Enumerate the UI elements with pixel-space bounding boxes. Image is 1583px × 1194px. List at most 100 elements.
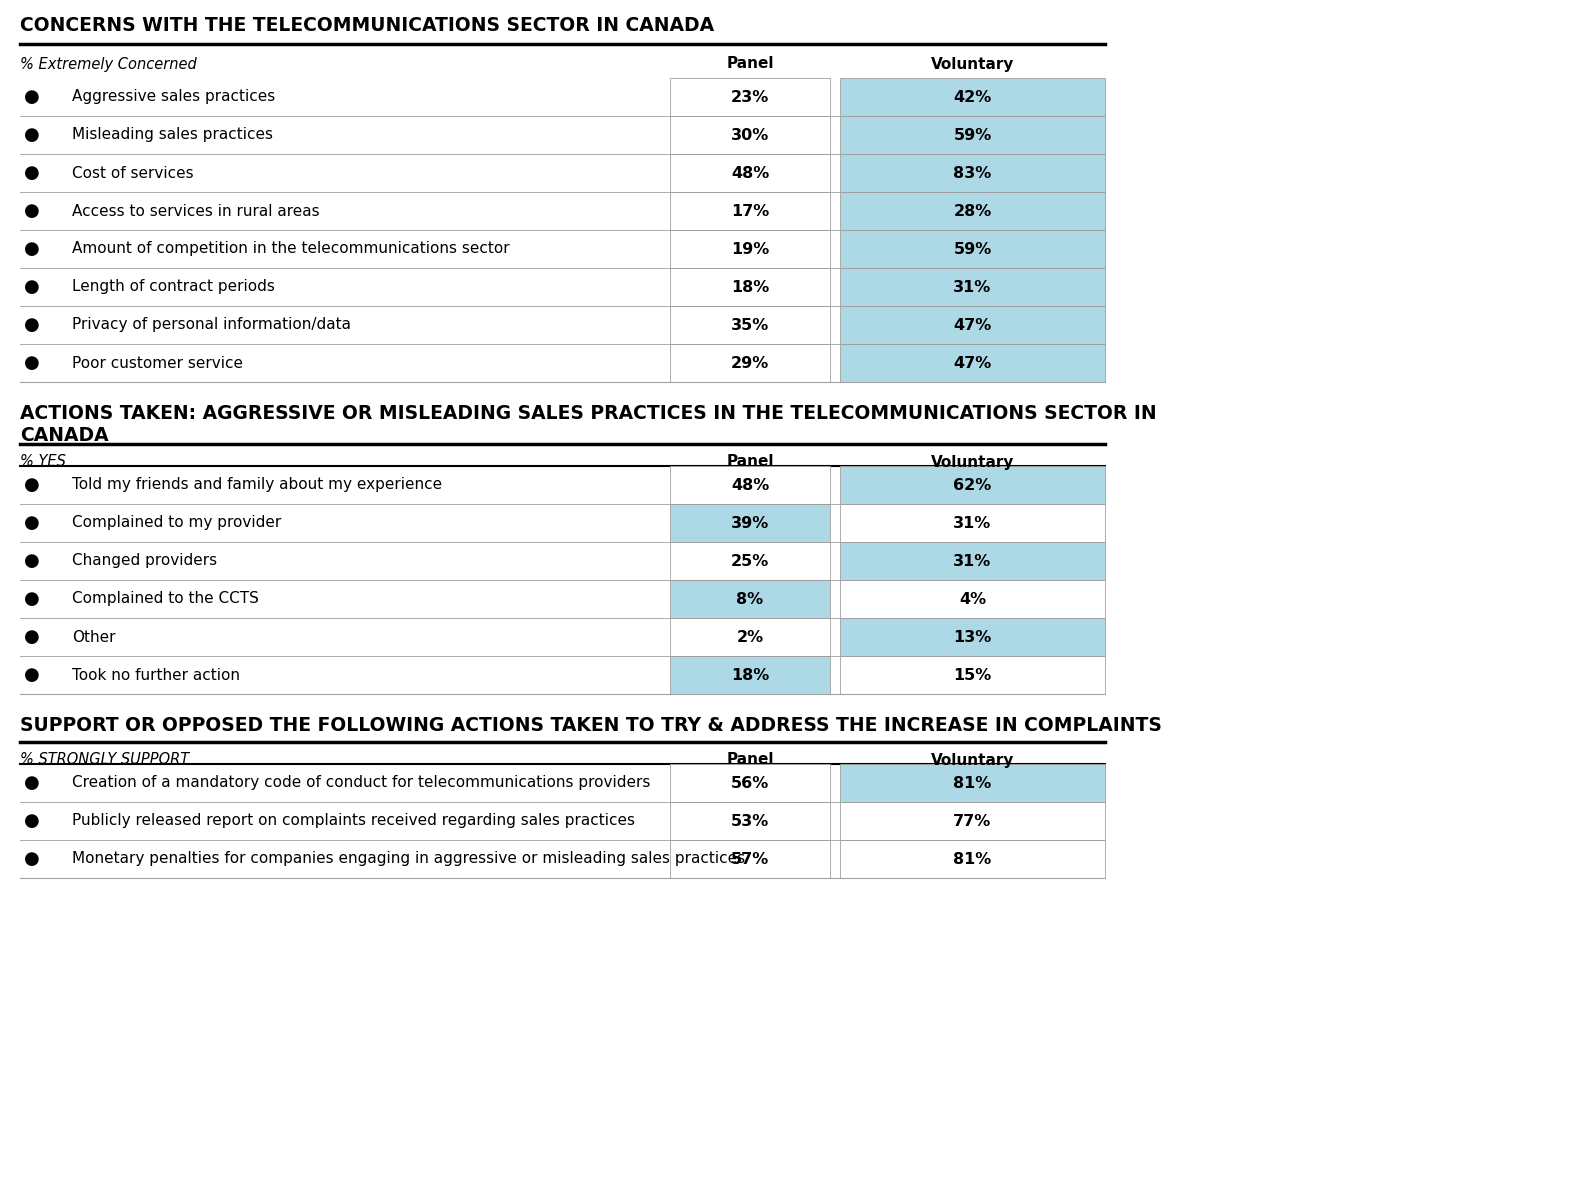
Text: ●: ● [24,88,40,106]
Bar [670,580,829,618]
Text: ●: ● [24,240,40,258]
Bar [670,802,829,841]
Bar [841,230,1105,267]
Text: Monetary penalties for companies engaging in aggressive or misleading sales prac: Monetary penalties for companies engagin… [71,851,746,867]
Text: ●: ● [24,353,40,373]
Text: ●: ● [24,812,40,830]
Bar [841,580,1105,618]
Bar [841,154,1105,192]
Bar [670,618,829,656]
Text: 18%: 18% [731,667,769,683]
Text: % STRONGLY SUPPORT: % STRONGLY SUPPORT [21,752,188,768]
Text: 31%: 31% [953,554,991,568]
Bar [670,306,829,344]
Text: 56%: 56% [731,775,769,790]
Bar [841,841,1105,878]
Bar [841,764,1105,802]
Bar [670,504,829,542]
Text: 19%: 19% [731,241,769,257]
Text: ●: ● [24,590,40,608]
Text: ●: ● [24,666,40,684]
Bar [841,802,1105,841]
Text: 23%: 23% [731,90,769,105]
Text: ●: ● [24,127,40,144]
Text: Complained to my provider: Complained to my provider [71,516,282,530]
Text: 4%: 4% [959,591,986,607]
Text: 77%: 77% [953,813,991,829]
Text: ●: ● [24,278,40,296]
Bar [841,542,1105,580]
Text: Took no further action: Took no further action [71,667,241,683]
Text: Amount of competition in the telecommunications sector: Amount of competition in the telecommuni… [71,241,510,257]
Text: 31%: 31% [953,516,991,530]
Bar [841,306,1105,344]
Text: Voluntary: Voluntary [931,752,1015,768]
Text: 47%: 47% [953,356,991,370]
Text: Other: Other [71,629,116,645]
Text: 48%: 48% [731,478,769,492]
Bar [841,504,1105,542]
Text: 8%: 8% [736,591,763,607]
Bar [670,192,829,230]
Text: Told my friends and family about my experience: Told my friends and family about my expe… [71,478,442,492]
Text: SUPPORT OR OPPOSED THE FOLLOWING ACTIONS TAKEN TO TRY & ADDRESS THE INCREASE IN : SUPPORT OR OPPOSED THE FOLLOWING ACTIONS… [21,716,1162,736]
Text: 18%: 18% [731,279,769,295]
Text: Voluntary: Voluntary [931,56,1015,72]
Text: ●: ● [24,628,40,646]
Bar [670,154,829,192]
Text: 48%: 48% [731,166,769,180]
Text: CONCERNS WITH THE TELECOMMUNICATIONS SECTOR IN CANADA: CONCERNS WITH THE TELECOMMUNICATIONS SEC… [21,16,714,35]
Bar [670,267,829,306]
Text: 30%: 30% [731,128,769,142]
Bar [670,542,829,580]
Text: 81%: 81% [953,851,991,867]
Text: ●: ● [24,774,40,792]
Bar [841,618,1105,656]
Text: ●: ● [24,476,40,494]
Bar [670,344,829,382]
Bar [841,656,1105,694]
Text: % YES: % YES [21,455,66,469]
Text: 42%: 42% [953,90,991,105]
Text: 59%: 59% [953,241,991,257]
Bar [670,230,829,267]
Text: 59%: 59% [953,128,991,142]
Bar [670,116,829,154]
Text: % Extremely Concerned: % Extremely Concerned [21,56,196,72]
Text: 2%: 2% [736,629,763,645]
Text: 31%: 31% [953,279,991,295]
Text: 13%: 13% [953,629,991,645]
Bar [841,78,1105,116]
Bar [670,764,829,802]
Text: 17%: 17% [731,203,769,219]
Text: Changed providers: Changed providers [71,554,217,568]
Bar [670,78,829,116]
Text: 15%: 15% [953,667,991,683]
Text: 57%: 57% [731,851,769,867]
Bar [670,466,829,504]
Text: Creation of a mandatory code of conduct for telecommunications providers: Creation of a mandatory code of conduct … [71,775,651,790]
Text: 25%: 25% [731,554,769,568]
Text: ●: ● [24,552,40,570]
Text: Panel: Panel [727,56,774,72]
Text: Length of contract periods: Length of contract periods [71,279,275,295]
Text: 35%: 35% [731,318,769,332]
Text: CANADA: CANADA [21,426,109,445]
Text: ●: ● [24,164,40,181]
Text: ●: ● [24,202,40,220]
Text: 81%: 81% [953,775,991,790]
Bar [841,267,1105,306]
Text: Publicly released report on complaints received regarding sales practices: Publicly released report on complaints r… [71,813,635,829]
Text: ●: ● [24,850,40,868]
Text: Aggressive sales practices: Aggressive sales practices [71,90,275,105]
Text: Poor customer service: Poor customer service [71,356,244,370]
Text: ●: ● [24,513,40,533]
Text: 28%: 28% [953,203,991,219]
Text: 83%: 83% [953,166,991,180]
Text: Panel: Panel [727,752,774,768]
Text: ACTIONS TAKEN: AGGRESSIVE OR MISLEADING SALES PRACTICES IN THE TELECOMMUNICATION: ACTIONS TAKEN: AGGRESSIVE OR MISLEADING … [21,404,1157,423]
Bar [841,116,1105,154]
Text: 53%: 53% [731,813,769,829]
Text: Panel: Panel [727,455,774,469]
Text: 62%: 62% [953,478,991,492]
